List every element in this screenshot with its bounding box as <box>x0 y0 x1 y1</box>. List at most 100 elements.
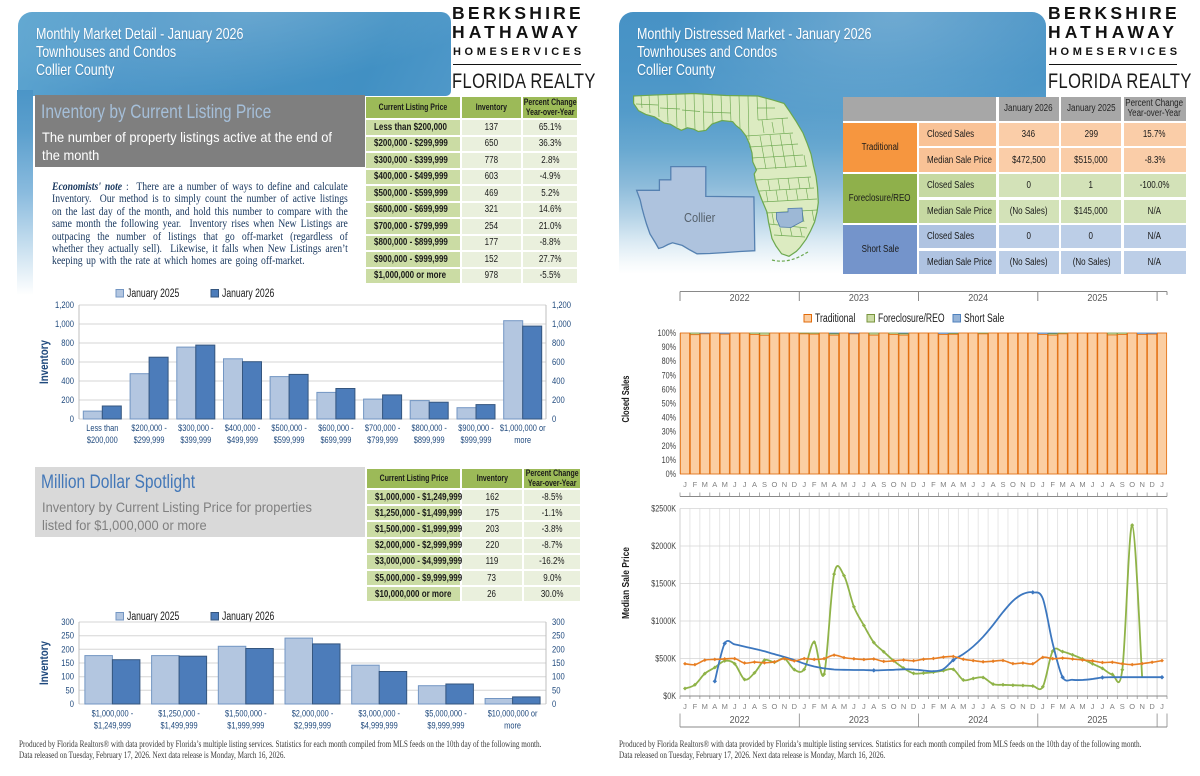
svg-text:J: J <box>733 480 737 489</box>
svg-text:400: 400 <box>552 376 565 387</box>
svg-text:more: more <box>504 721 521 732</box>
svg-text:A: A <box>832 702 837 711</box>
svg-text:D: D <box>911 702 917 711</box>
svg-text:$900,000 -: $900,000 - <box>458 423 493 434</box>
svg-text:January 2025: January 2025 <box>127 288 179 300</box>
svg-text:Traditional: Traditional <box>815 313 855 325</box>
svg-text:M: M <box>722 702 728 711</box>
svg-text:A: A <box>871 480 876 489</box>
svg-text:O: O <box>1010 480 1016 489</box>
svg-text:D: D <box>1030 480 1036 489</box>
svg-text:J: J <box>743 480 747 489</box>
svg-text:$1,249,999: $1,249,999 <box>94 721 131 732</box>
svg-text:J: J <box>1041 702 1045 711</box>
svg-text:O: O <box>891 480 897 489</box>
svg-text:60%: 60% <box>662 384 676 394</box>
svg-text:2024: 2024 <box>968 715 988 726</box>
svg-text:$300,000 -: $300,000 - <box>178 423 213 434</box>
svg-text:Inventory: Inventory <box>39 339 51 384</box>
svg-text:2023: 2023 <box>849 293 869 304</box>
svg-text:O: O <box>771 702 777 711</box>
svg-text:Collier: Collier <box>684 210 716 225</box>
svg-text:100%: 100% <box>658 328 676 338</box>
svg-text:300: 300 <box>61 617 74 628</box>
svg-text:O: O <box>771 480 777 489</box>
svg-text:J: J <box>1091 480 1095 489</box>
svg-text:$500K: $500K <box>655 654 676 664</box>
svg-text:Median Sale Price: Median Sale Price <box>620 547 632 619</box>
svg-text:$2000K: $2000K <box>651 541 676 551</box>
svg-text:M: M <box>1059 702 1065 711</box>
svg-text:J: J <box>802 702 806 711</box>
svg-text:J: J <box>743 702 747 711</box>
svg-text:$2,000,000 -: $2,000,000 - <box>292 709 334 720</box>
svg-text:M: M <box>841 480 847 489</box>
svg-text:$1500K: $1500K <box>651 579 676 589</box>
svg-text:1,000: 1,000 <box>55 319 74 330</box>
svg-text:A: A <box>951 480 956 489</box>
svg-text:N: N <box>1020 702 1025 711</box>
svg-text:F: F <box>1050 702 1055 711</box>
svg-text:J: J <box>922 702 926 711</box>
svg-text:A: A <box>712 702 717 711</box>
svg-text:S: S <box>881 702 886 711</box>
svg-text:800: 800 <box>61 338 74 349</box>
svg-text:J: J <box>971 702 975 711</box>
svg-text:A: A <box>1070 480 1075 489</box>
svg-text:80%: 80% <box>662 356 676 366</box>
svg-text:90%: 90% <box>662 342 676 352</box>
svg-text:A: A <box>991 702 996 711</box>
svg-text:250: 250 <box>61 631 74 642</box>
svg-text:N: N <box>782 480 787 489</box>
svg-text:J: J <box>981 702 985 711</box>
svg-text:J: J <box>733 702 737 711</box>
svg-text:N: N <box>1139 702 1144 711</box>
svg-text:M: M <box>940 702 946 711</box>
svg-text:D: D <box>1149 480 1155 489</box>
svg-text:M: M <box>960 480 966 489</box>
svg-text:D: D <box>1149 702 1155 711</box>
svg-text:$1,500,000 -: $1,500,000 - <box>225 709 267 720</box>
svg-text:2025: 2025 <box>1087 715 1107 726</box>
svg-text:J: J <box>862 702 866 711</box>
svg-text:N: N <box>901 702 906 711</box>
svg-text:J: J <box>852 480 856 489</box>
svg-text:S: S <box>1000 480 1005 489</box>
svg-text:200: 200 <box>552 395 565 406</box>
svg-text:0: 0 <box>552 414 556 425</box>
svg-text:F: F <box>1050 480 1055 489</box>
svg-text:A: A <box>1070 702 1075 711</box>
svg-text:150: 150 <box>61 658 74 669</box>
svg-text:M: M <box>821 480 827 489</box>
svg-text:2025: 2025 <box>1087 293 1107 304</box>
svg-text:Closed Sales: Closed Sales <box>620 375 632 422</box>
svg-text:50: 50 <box>552 685 561 696</box>
svg-text:70%: 70% <box>662 370 676 380</box>
svg-text:D: D <box>792 702 798 711</box>
svg-text:300: 300 <box>552 617 565 628</box>
svg-text:$9,999,999: $9,999,999 <box>427 721 464 732</box>
svg-text:A: A <box>991 480 996 489</box>
svg-text:$599,999: $599,999 <box>274 435 305 446</box>
svg-text:$4,999,999: $4,999,999 <box>361 721 398 732</box>
svg-text:150: 150 <box>552 658 565 669</box>
svg-text:10%: 10% <box>662 455 676 465</box>
svg-text:1,000: 1,000 <box>552 319 571 330</box>
svg-text:O: O <box>1129 702 1135 711</box>
svg-text:O: O <box>1010 702 1016 711</box>
svg-text:F: F <box>693 702 698 711</box>
svg-text:50: 50 <box>66 685 75 696</box>
svg-text:O: O <box>1129 480 1135 489</box>
svg-text:J: J <box>981 480 985 489</box>
svg-text:J: J <box>1091 702 1095 711</box>
svg-text:$3,000,000 -: $3,000,000 - <box>358 709 400 720</box>
svg-text:600: 600 <box>61 357 74 368</box>
svg-text:Foreclosure/REO: Foreclosure/REO <box>878 313 945 325</box>
svg-text:J: J <box>852 702 856 711</box>
svg-text:250: 250 <box>552 631 565 642</box>
svg-text:J: J <box>862 480 866 489</box>
svg-text:800: 800 <box>552 338 565 349</box>
svg-text:40%: 40% <box>662 413 676 423</box>
svg-text:1,200: 1,200 <box>55 300 74 311</box>
svg-text:D: D <box>792 480 798 489</box>
